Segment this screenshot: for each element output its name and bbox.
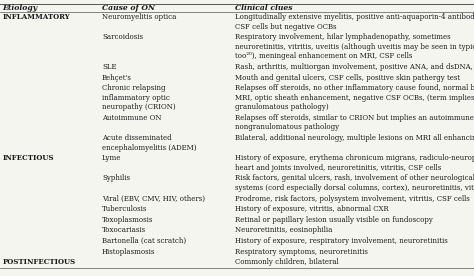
Text: Retinal or papillary lesion usually visible on fundoscopy: Retinal or papillary lesion usually visi…: [235, 216, 432, 224]
Text: History of exposure, respiratory involvement, neuroretinitis: History of exposure, respiratory involve…: [235, 237, 447, 245]
Text: Bilateral, additional neurology, multiple lesions on MRI all enhancing: Bilateral, additional neurology, multipl…: [235, 134, 474, 142]
Text: Chronic relapsing
inflammatory optic
neuropathy (CRION): Chronic relapsing inflammatory optic neu…: [102, 84, 175, 111]
Text: Risk factors, genital ulcers, rash, involvement of other neurological
systems (c: Risk factors, genital ulcers, rash, invo…: [235, 174, 474, 192]
Text: Sarcoidosis: Sarcoidosis: [102, 33, 143, 41]
Text: INFLAMMATORY: INFLAMMATORY: [2, 13, 70, 21]
Text: INFECTIOUS: INFECTIOUS: [2, 154, 54, 162]
Text: Lyme: Lyme: [102, 154, 121, 162]
Text: Autoimmune ON: Autoimmune ON: [102, 114, 162, 122]
Text: Respiratory involvement, hilar lymphadenopathy, sometimes
neuroretinitis, vitrit: Respiratory involvement, hilar lymphaden…: [235, 33, 474, 60]
Text: Prodrome, risk factors, polysystem involvement, vitritis, CSF cells: Prodrome, risk factors, polysystem invol…: [235, 195, 469, 203]
Text: Neuroretinitis, eosinophilia: Neuroretinitis, eosinophilia: [235, 226, 332, 234]
Text: Behçet's: Behçet's: [102, 74, 132, 82]
Text: Longitudinally extensive myelitis, positive anti-aquaporin-4 antibodies,
CSF cel: Longitudinally extensive myelitis, posit…: [235, 13, 474, 31]
Text: Histoplasmosis: Histoplasmosis: [102, 248, 155, 256]
Text: Respiratory symptoms, neuroretinitis: Respiratory symptoms, neuroretinitis: [235, 248, 367, 256]
Text: Toxoplasmosis: Toxoplasmosis: [102, 216, 153, 224]
Text: Bartonella (cat scratch): Bartonella (cat scratch): [102, 237, 186, 245]
Text: History of exposure, vitritis, abnormal CXR: History of exposure, vitritis, abnormal …: [235, 205, 388, 213]
Text: Relapses off steroids, similar to CRION but implies an autoimmune,
nongranulomat: Relapses off steroids, similar to CRION …: [235, 114, 474, 131]
Text: Etiology: Etiology: [2, 4, 37, 12]
Text: Cause of ON: Cause of ON: [102, 4, 155, 12]
Text: Tuberculosis: Tuberculosis: [102, 205, 147, 213]
Text: Syphilis: Syphilis: [102, 174, 130, 182]
Text: Acute disseminated
encephalomyelitis (ADEM): Acute disseminated encephalomyelitis (AD…: [102, 134, 196, 152]
Text: History of exposure, erythema chronicum migrans, radiculo-neuropathy,
heart and : History of exposure, erythema chronicum …: [235, 154, 474, 172]
Text: Commonly children, bilateral: Commonly children, bilateral: [235, 258, 338, 266]
Text: Rash, arthritis, multiorgan involvement, positive ANA, and dsDNA, CSF cells: Rash, arthritis, multiorgan involvement,…: [235, 63, 474, 71]
Text: Relapses off steroids, no other inflammatory cause found, normal brain
MRI, opti: Relapses off steroids, no other inflamma…: [235, 84, 474, 111]
Text: Toxocariasis: Toxocariasis: [102, 226, 146, 234]
Text: Neuromyelitis optica: Neuromyelitis optica: [102, 13, 176, 21]
Text: Clinical clues: Clinical clues: [235, 4, 292, 12]
Text: POSTINFECTIOUS: POSTINFECTIOUS: [2, 258, 75, 266]
Text: SLE: SLE: [102, 63, 117, 71]
Text: Mouth and genital ulcers, CSF cells, positive skin pathergy test: Mouth and genital ulcers, CSF cells, pos…: [235, 74, 460, 82]
Text: Viral (EBV, CMV, HIV, others): Viral (EBV, CMV, HIV, others): [102, 195, 205, 203]
